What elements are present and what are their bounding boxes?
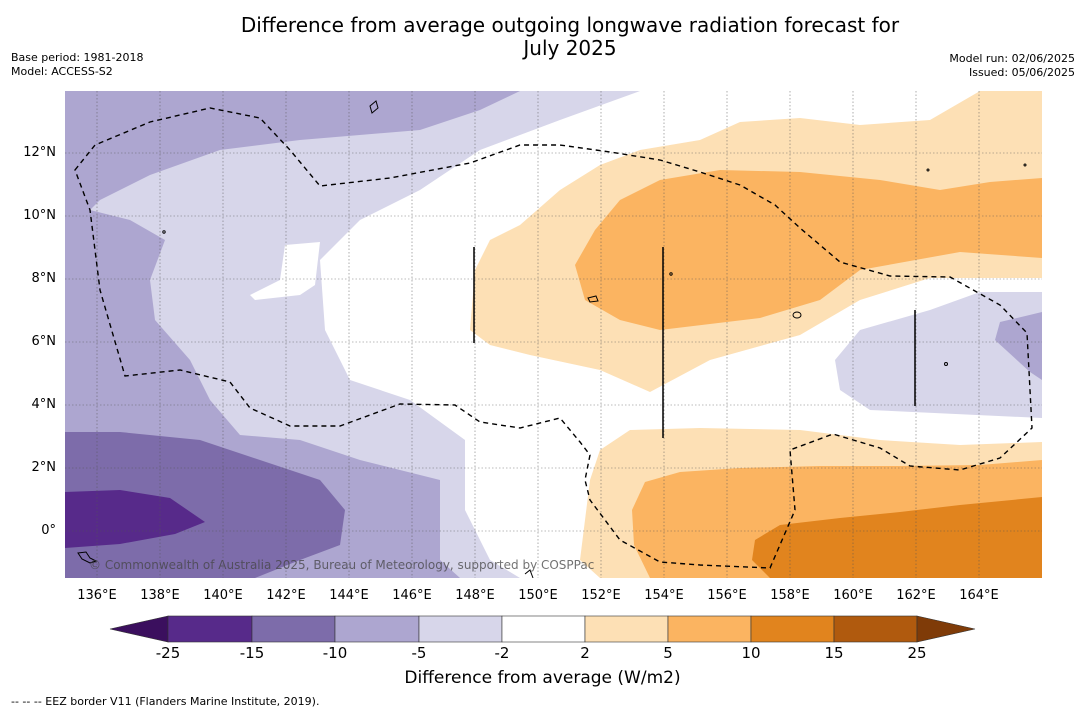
copyright-notice: © Commonwealth of Australia 2025, Bureau… bbox=[89, 558, 595, 572]
lat-label-2n: 2°N bbox=[31, 460, 57, 475]
lat-label-4n: 4°N bbox=[31, 397, 57, 412]
colorbar-tick: -2 bbox=[494, 644, 510, 662]
title-line-2: July 2025 bbox=[523, 36, 617, 60]
colorbar-swatch-3 bbox=[334, 615, 420, 643]
colorbar-tick: 10 bbox=[741, 644, 761, 662]
lat-label-12n: 12°N bbox=[23, 145, 56, 160]
colorbar-swatch-6 bbox=[584, 615, 669, 643]
colorbar-tick: -5 bbox=[411, 644, 427, 662]
anomaly-region-dark-orange-south bbox=[752, 497, 1042, 578]
eez-legend-note: -- -- -- EEZ border V11 (Flanders Marine… bbox=[11, 695, 320, 708]
eez-border-line bbox=[74, 107, 1033, 569]
lon-label-162e: 162°E bbox=[896, 588, 936, 603]
colorbar-low-triangle bbox=[109, 615, 169, 643]
title-line-1: Difference from average outgoing longwav… bbox=[240, 13, 900, 37]
anomaly-region-medium-orange-north bbox=[575, 170, 1042, 330]
meta-left: Base period: 1981-2018 Model: ACCESS-S2 bbox=[11, 51, 143, 79]
lon-label-156e: 156°E bbox=[707, 588, 747, 603]
colorbar-tick: 25 bbox=[907, 644, 927, 662]
colorbar-tick: -25 bbox=[155, 644, 181, 662]
colorbar-swatch-2 bbox=[251, 615, 336, 643]
lat-label-6n: 6°N bbox=[31, 334, 57, 349]
colorbar-swatch-9 bbox=[833, 615, 918, 643]
lon-label-150e: 150°E bbox=[518, 588, 558, 603]
colorbar-tick: 15 bbox=[824, 644, 844, 662]
anomaly-region-light-purple-east bbox=[835, 292, 1042, 418]
lon-label-138e: 138°E bbox=[140, 588, 180, 603]
colorbar-label: Difference from average (W/m2) bbox=[404, 668, 681, 688]
lat-label-0: 0° bbox=[41, 523, 56, 538]
lat-label-8n: 8°N bbox=[31, 271, 57, 286]
lon-label-144e: 144°E bbox=[329, 588, 369, 603]
colorbar bbox=[109, 615, 976, 643]
anomaly-region-medium-purple-east bbox=[995, 312, 1042, 380]
lon-label-164e: 164°E bbox=[959, 588, 999, 603]
lon-label-160e: 160°E bbox=[833, 588, 873, 603]
map-title: Difference from average outgoing longwav… bbox=[0, 14, 1085, 60]
lat-label-10n: 10°N bbox=[23, 208, 56, 223]
meta-right: Model run: 02/06/2025 Issued: 05/06/2025 bbox=[949, 52, 1075, 80]
lon-label-148e: 148°E bbox=[455, 588, 495, 603]
colorbar-high-triangle bbox=[916, 615, 976, 643]
model-run: Model run: 02/06/2025 bbox=[949, 52, 1075, 65]
lon-label-142e: 142°E bbox=[266, 588, 306, 603]
colorbar-tick: 5 bbox=[663, 644, 673, 662]
islands bbox=[77, 100, 1027, 578]
colorbar-swatch-7 bbox=[667, 615, 752, 643]
anomaly-region-dark-purple bbox=[65, 432, 345, 578]
anomaly-region-white-gap bbox=[250, 242, 320, 300]
lon-label-136e: 136°E bbox=[77, 588, 117, 603]
colorbar-swatch-1 bbox=[167, 615, 253, 643]
issued-date: Issued: 05/06/2025 bbox=[968, 66, 1075, 79]
lon-label-146e: 146°E bbox=[392, 588, 432, 603]
colorbar-swatch-4 bbox=[418, 615, 503, 643]
colorbar-tick: -15 bbox=[239, 644, 265, 662]
lon-label-158e: 158°E bbox=[770, 588, 810, 603]
colorbar-tick: -10 bbox=[322, 644, 348, 662]
map-field bbox=[65, 91, 1042, 578]
lon-label-140e: 140°E bbox=[203, 588, 243, 603]
base-period: Base period: 1981-2018 bbox=[11, 51, 144, 64]
forecast-markers bbox=[473, 247, 916, 438]
colorbar-tick: 2 bbox=[580, 644, 590, 662]
anomaly-region-darkest-purple bbox=[65, 490, 205, 548]
graticule bbox=[65, 91, 1042, 578]
lon-label-152e: 152°E bbox=[581, 588, 621, 603]
model-name: Model: ACCESS-S2 bbox=[11, 65, 113, 78]
colorbar-swatch-8 bbox=[750, 615, 835, 643]
colorbar-swatch-5 bbox=[501, 615, 586, 643]
lon-label-154e: 154°E bbox=[644, 588, 684, 603]
